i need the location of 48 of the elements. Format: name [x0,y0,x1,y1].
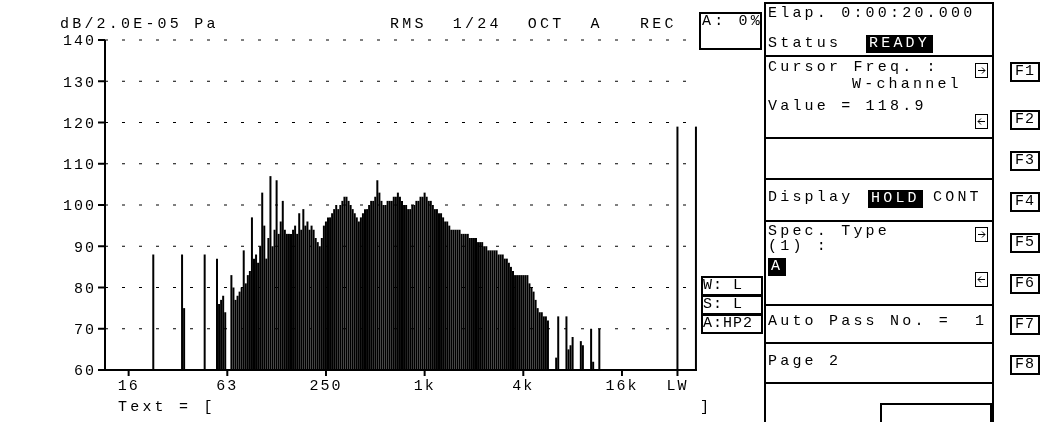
y-tick-label: 140 [62,33,96,51]
y-tick-label: 130 [62,74,96,92]
text: REC [640,16,677,33]
x-tick-label: 250 [309,378,343,395]
x-tick-label: LW [666,378,689,395]
text: S: L [701,295,763,315]
x-tick-label: 4k [512,378,535,395]
text: Text = [ [118,399,216,416]
text: F5 [1010,233,1041,253]
text: ] [700,399,713,416]
x-tick-label: 16 [117,378,140,395]
text: F3 [1010,151,1041,171]
text: F8 [1010,355,1041,375]
text: A [768,258,787,276]
text: Display [768,189,854,206]
text: Spec. Type [768,223,891,240]
text: Elap. 0:00:20.000 [768,5,976,22]
text: A:HP2 [701,314,763,334]
text: F2 [1010,110,1041,130]
text: F7 [1010,315,1041,335]
text: CONT [933,189,982,206]
x-tick-label: 1k [413,378,436,395]
y-tick-label: 120 [62,115,96,133]
text: (1) : [768,238,830,255]
y-tick-label: 80 [73,280,96,298]
text: W-channel [852,76,962,93]
text: Auto Pass No. = [768,313,952,330]
y-tick-label: 100 [62,198,96,216]
y-tick-label: 70 [73,322,96,340]
x-tick-label: 63 [216,378,239,395]
text: W: L [701,276,763,296]
x-tick-label: 16k [605,378,639,395]
text: F6 [1010,274,1041,294]
text: Page 2 [768,353,842,370]
text: READY [866,35,934,53]
chart-title: RMS 1/24 OCT A [390,16,603,33]
y-axis-title: dB/2.0E-05 Pa [60,16,219,33]
text: F4 [1010,192,1041,212]
text: Cursor Freq. : [768,59,939,76]
text: Value = 118.9 [768,98,927,115]
text: F1 [1010,62,1041,82]
y-tick-label: 110 [62,157,96,175]
y-tick-label: 90 [73,239,96,257]
text: Status [768,35,842,52]
y-tick-label: 60 [73,363,96,381]
text: 1 [975,313,988,330]
text: A: 0% [702,13,764,30]
text: HOLD [868,190,923,208]
